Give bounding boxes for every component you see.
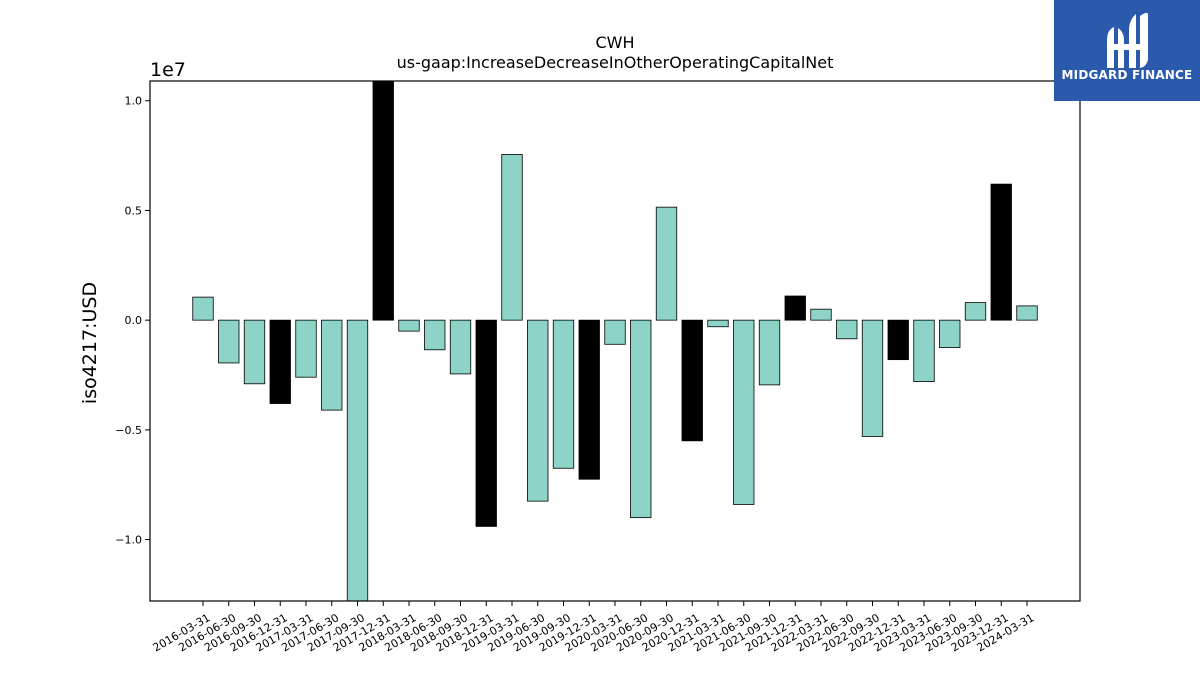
bar-2017-06-30 [321,319,343,411]
chart-title: CWH [595,33,634,52]
bar-2017-03-31 [295,319,317,378]
bars-group [192,80,1038,602]
bar-2018-12-31 [475,319,497,527]
bar-2020-06-30 [630,319,652,519]
brand-mark-icon [1107,12,1148,68]
bar-2021-12-31 [784,295,806,321]
y-tick-label: 0.0 [125,314,143,327]
bar-2021-09-30 [758,319,781,386]
bar-2024-03-31 [1016,305,1038,321]
bar-2018-03-31 [398,319,420,332]
y-tick-label: 1.0 [125,95,143,108]
bar-2021-06-30 [733,319,755,505]
bar-2023-03-31 [913,319,935,382]
bar-2020-03-31 [604,319,626,345]
bar-2017-09-30 [346,319,369,602]
y-scale-label: 1e7 [150,59,186,81]
bar-2019-12-31 [578,319,600,480]
bar-2020-12-31 [681,319,703,442]
brand-logo: MIDGARD FINANCE [1054,0,1200,101]
bar-2022-03-31 [810,308,832,321]
bar-2017-12-31 [372,80,394,321]
bar-2022-06-30 [836,319,858,340]
bar-2016-09-30 [243,319,266,385]
bar-2019-03-31 [501,154,523,321]
bar-2019-06-30 [527,319,549,502]
bar-2019-09-30 [552,319,575,469]
chart-subtitle: us-gaap:IncreaseDecreaseInOtherOperating… [397,53,834,72]
y-tick-label: −1.0 [115,534,142,547]
y-tick-label: −0.5 [115,424,142,437]
plot-frame [149,80,1081,602]
bar-2021-03-31 [707,319,729,328]
bar-2016-12-31 [269,319,291,404]
bar-2020-09-30 [655,206,678,321]
brand-name: MIDGARD FINANCE [1061,68,1193,82]
bar-2018-09-30 [449,319,472,375]
bar-2023-09-30 [964,302,987,321]
bar-2022-12-31 [887,319,909,361]
bar-2016-03-31 [192,296,214,321]
bar-2022-09-30 [861,319,884,437]
bar-2016-06-30 [218,319,240,364]
y-ticks-group: −1.0 −0.5 0.0 0.5 1.0 [115,95,150,547]
y-tick-label: 0.5 [125,204,143,217]
x-ticks-group: 2016-03-312016-06-302016-09-302016-12-31… [151,601,1037,654]
bar-2018-06-30 [424,319,446,351]
bar-2023-12-31 [990,183,1012,321]
bar-2023-06-30 [939,319,961,348]
y-axis-label: iso4217:USD [79,282,101,404]
